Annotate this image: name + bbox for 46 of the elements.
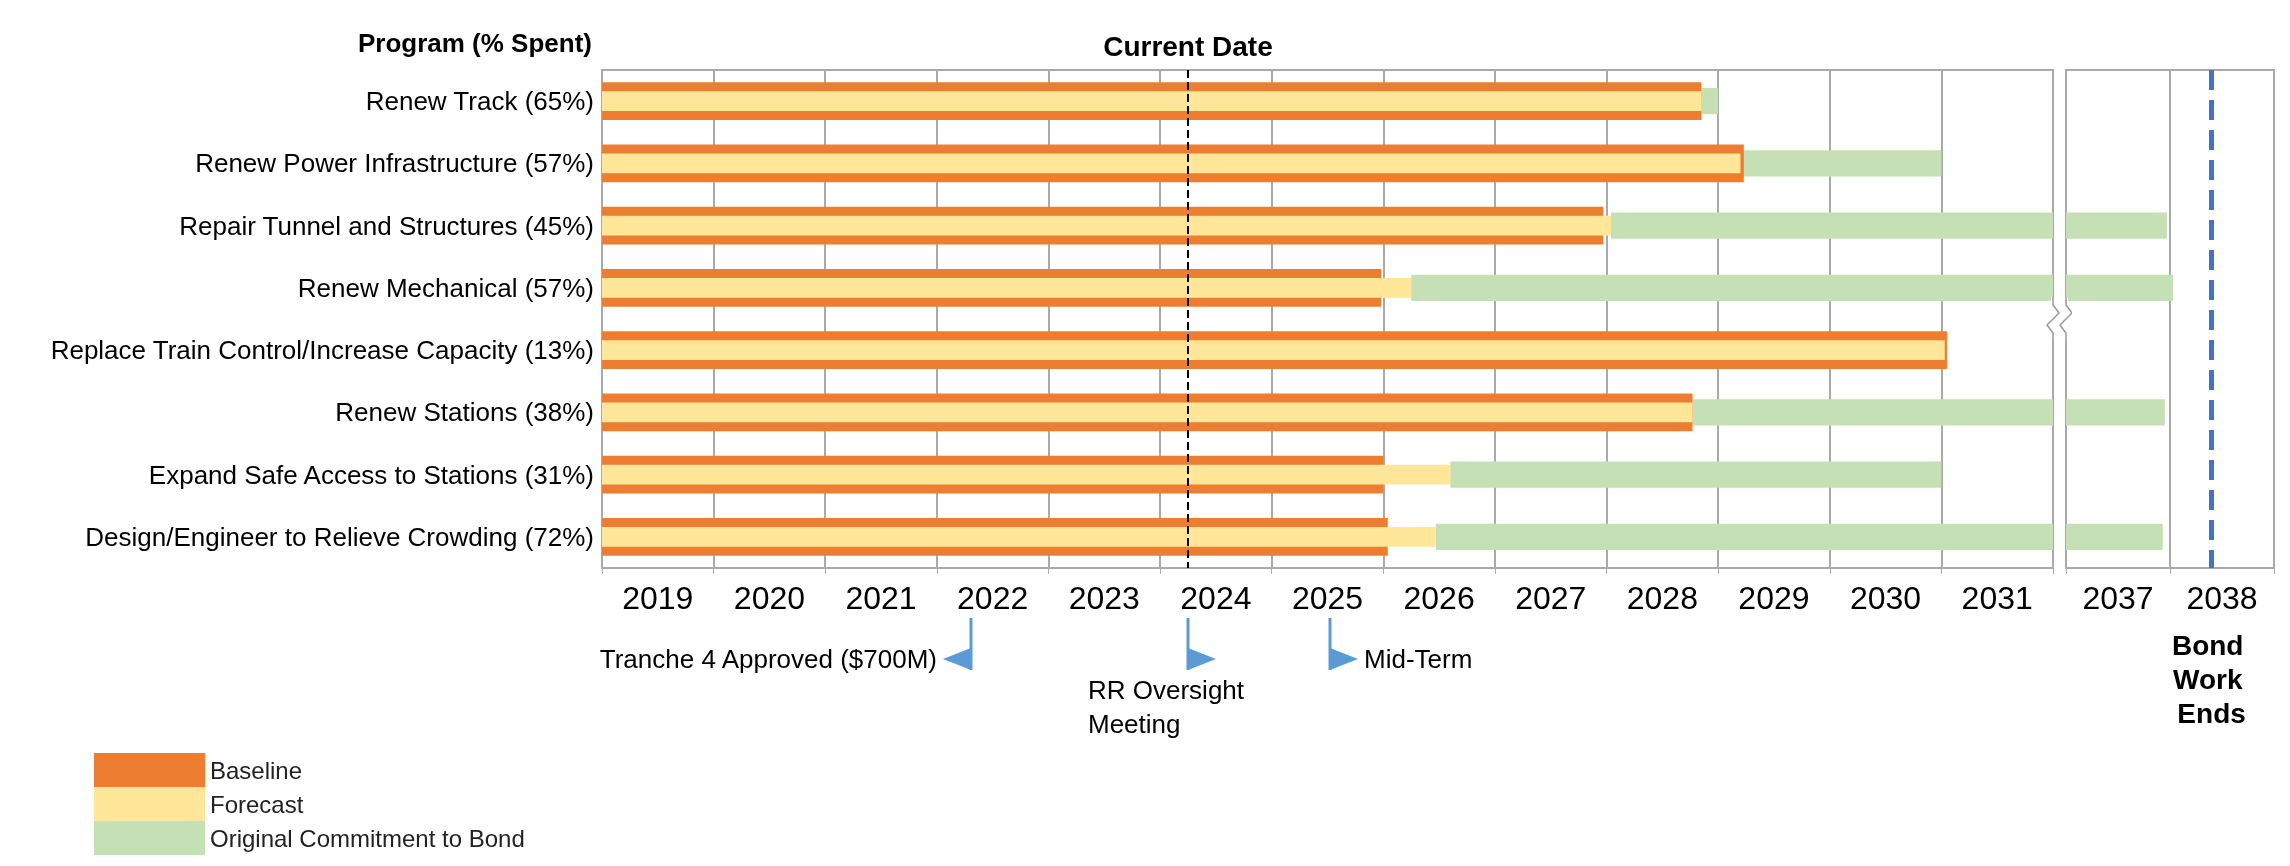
- bar: [602, 153, 1741, 174]
- bar: [1701, 88, 1719, 115]
- x-tick-label: 2027: [1515, 580, 1587, 616]
- y-tick-label: Repair Tunnel and Structures (45%): [179, 210, 594, 241]
- bar: [602, 277, 1412, 298]
- x-tick-label: 2022: [957, 580, 1029, 616]
- y-tick-label: Renew Power Infrastructure (57%): [195, 148, 594, 179]
- y-axis-title: Program (% Spent): [357, 28, 592, 58]
- text: Tranche 4 Approved ($700M): [599, 643, 937, 676]
- y-tick-label: Expand Safe Access to Stations (31%): [148, 459, 594, 490]
- x-tick-label: 2024: [1180, 580, 1252, 616]
- bar: [602, 215, 1611, 236]
- x-tick-label: 2026: [1403, 580, 1475, 616]
- x-tick-label: 2023: [1068, 580, 1140, 616]
- bar: [602, 402, 1693, 423]
- bar: [1450, 461, 1942, 488]
- x-tick-label: 2037: [2082, 580, 2154, 616]
- text: Mid-Term: [1364, 643, 1473, 676]
- y-tick-label: Design/Engineer to Relieve Crowding (72%): [85, 521, 594, 552]
- bar: [602, 91, 1702, 112]
- bar: [1411, 274, 2053, 301]
- x-tick-label: 2019: [622, 580, 694, 616]
- x-tick-label: 2025: [1291, 580, 1364, 616]
- y-tick-label: Renew Track (65%): [365, 86, 594, 117]
- legend-label: Baseline: [210, 756, 303, 784]
- x-tick-label: 2038: [2186, 580, 2258, 616]
- legend-label: Original Commitment to Bond: [210, 824, 525, 852]
- bar: [602, 464, 1451, 485]
- x-tick-label: 2031: [1961, 580, 2033, 616]
- x-tick-label: 2029: [1738, 580, 1810, 616]
- x-tick-label: 2020: [733, 580, 806, 616]
- y-tick-label: Replace Train Control/Increase Capacity (13%): [50, 335, 594, 366]
- bar: [602, 340, 1945, 361]
- x-tick-label: 2021: [845, 580, 917, 616]
- bar: [1611, 212, 2053, 239]
- text: RR Oversight Meeting: [1088, 674, 1246, 741]
- ref-line-label: Current Date: [1103, 30, 1273, 62]
- bar: [1692, 399, 2053, 426]
- x-tick-label: 2028: [1626, 580, 1698, 616]
- bar: [1435, 523, 2053, 550]
- x-tick-label: 2030: [1849, 580, 1922, 616]
- y-tick-label: Renew Stations (38%): [335, 397, 594, 428]
- bar: [602, 526, 1436, 547]
- legend-label: Forecast: [210, 790, 304, 818]
- ref-line-label: Bond Work Ends: [2171, 629, 2252, 729]
- y-tick-label: Renew Mechanical (57%): [297, 272, 594, 303]
